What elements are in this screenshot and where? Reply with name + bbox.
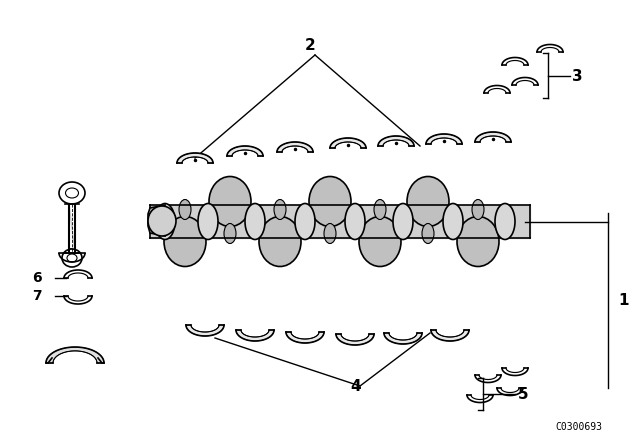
Ellipse shape [495,203,515,240]
Polygon shape [475,132,511,142]
Text: 3: 3 [572,69,582,83]
Ellipse shape [443,203,463,240]
Ellipse shape [259,216,301,267]
Polygon shape [177,153,213,163]
Ellipse shape [198,203,218,240]
Polygon shape [286,332,324,343]
Ellipse shape [457,216,499,267]
Ellipse shape [309,177,351,227]
Text: 5: 5 [518,387,529,401]
Ellipse shape [407,177,449,227]
Polygon shape [336,334,374,345]
Ellipse shape [164,216,206,267]
Polygon shape [227,146,263,156]
Ellipse shape [179,199,191,220]
Text: 7: 7 [33,289,42,303]
Polygon shape [426,134,462,144]
Ellipse shape [224,224,236,244]
Polygon shape [236,330,274,341]
Text: 2: 2 [305,38,316,53]
Text: 1: 1 [618,293,628,307]
Ellipse shape [422,224,434,244]
Ellipse shape [472,199,484,220]
Ellipse shape [374,199,386,220]
Polygon shape [277,142,313,152]
Text: 6: 6 [33,271,42,285]
Ellipse shape [148,206,176,236]
Ellipse shape [393,203,413,240]
Text: C0300693: C0300693 [555,422,602,432]
Ellipse shape [245,203,265,240]
Text: 4: 4 [351,379,362,394]
Polygon shape [384,333,422,344]
Polygon shape [46,347,104,363]
Ellipse shape [345,203,365,240]
Polygon shape [148,205,165,236]
Ellipse shape [359,216,401,267]
Polygon shape [431,330,469,341]
Polygon shape [150,205,530,238]
Ellipse shape [209,177,251,227]
Polygon shape [378,136,414,146]
Ellipse shape [155,203,175,240]
Polygon shape [330,138,366,148]
Polygon shape [186,325,224,336]
Ellipse shape [295,203,315,240]
Ellipse shape [274,199,286,220]
Ellipse shape [324,224,336,244]
